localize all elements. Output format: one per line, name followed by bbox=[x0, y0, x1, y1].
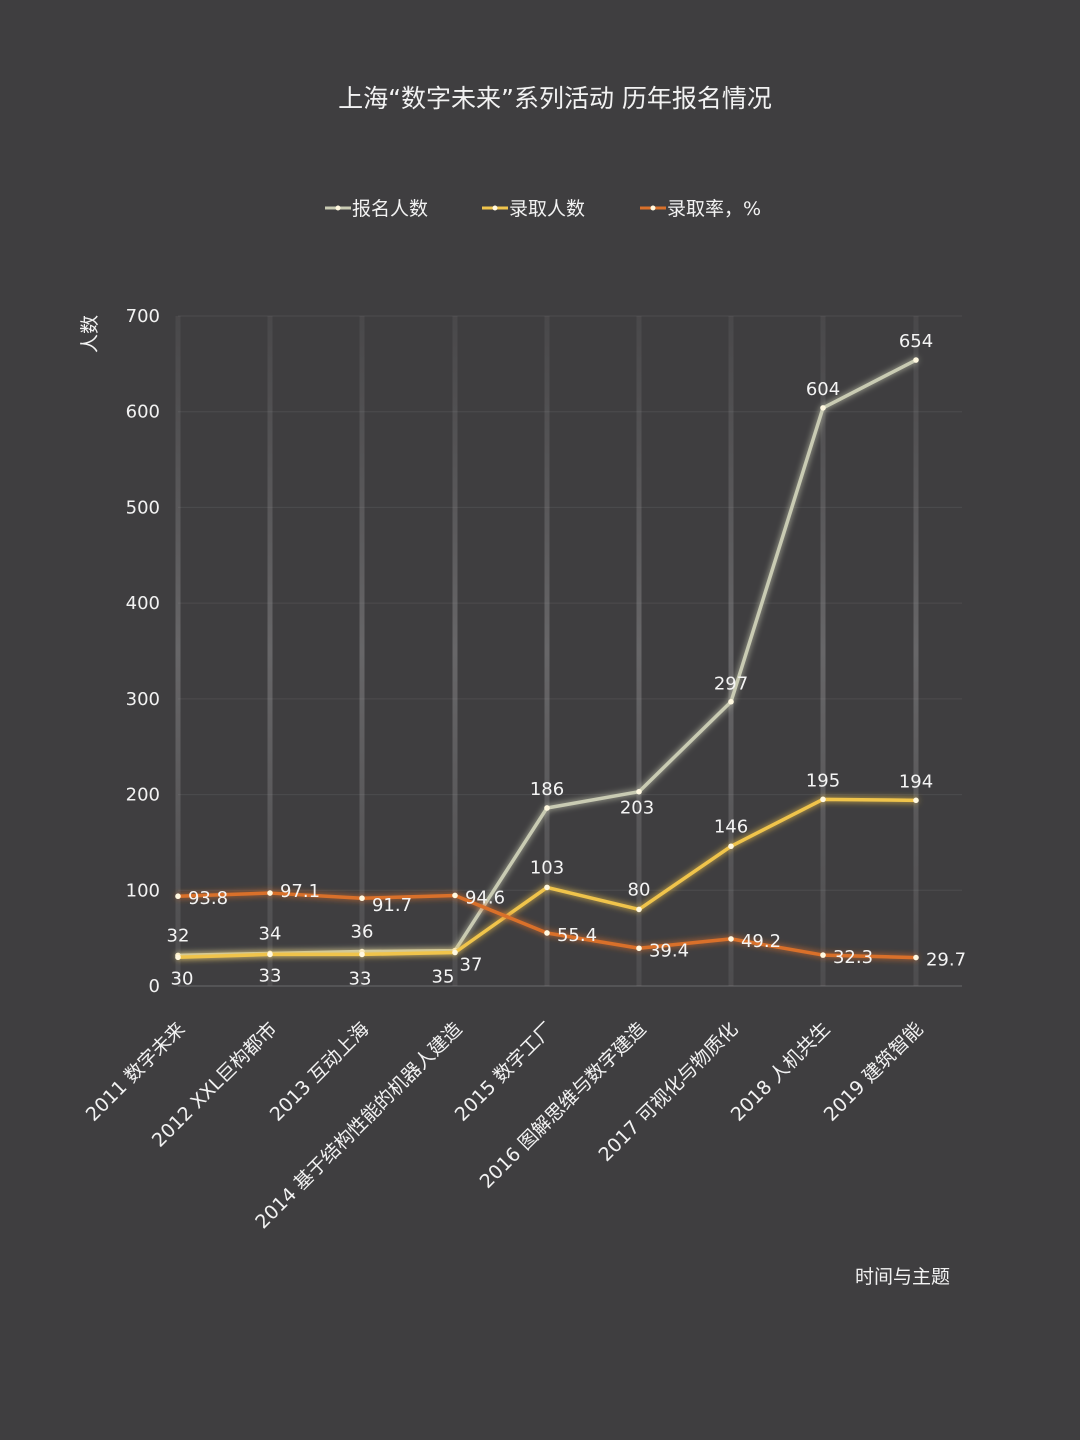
data-point bbox=[913, 954, 919, 961]
data-point bbox=[175, 893, 181, 900]
y-axis: 0 100 200 300 400 500 600 700 bbox=[126, 306, 160, 997]
legend-label-1: 录取人数 bbox=[509, 198, 585, 220]
data-point bbox=[820, 405, 826, 411]
data-label: 94.6 bbox=[465, 887, 505, 908]
data-point bbox=[359, 895, 365, 902]
legend-label-0: 报名人数 bbox=[352, 198, 428, 220]
data-label: 29.7 bbox=[926, 950, 966, 971]
x-tick-label: 2016 图解思维与数字建造 bbox=[476, 1018, 651, 1193]
data-point bbox=[267, 890, 273, 896]
data-label: 297 bbox=[714, 674, 748, 695]
legend-marker-2 bbox=[650, 205, 656, 211]
y-tick-label: 600 bbox=[126, 402, 160, 423]
data-point bbox=[267, 951, 273, 958]
legend-marker-0 bbox=[335, 205, 341, 211]
series-group bbox=[175, 357, 919, 961]
gridline-v bbox=[359, 316, 365, 986]
data-label: 55.4 bbox=[557, 925, 597, 946]
gridline-v bbox=[728, 316, 734, 986]
legend: 报名人数 录取人数 录取率，% bbox=[325, 198, 761, 220]
data-point bbox=[820, 952, 826, 958]
data-label: 654 bbox=[899, 331, 933, 352]
data-point bbox=[636, 788, 642, 795]
data-label: 194 bbox=[899, 771, 933, 792]
data-point bbox=[636, 945, 642, 952]
gridline-v bbox=[544, 316, 550, 986]
data-label: 32 bbox=[167, 925, 190, 946]
y-tick-label: 100 bbox=[126, 880, 160, 901]
gridline-v bbox=[175, 316, 181, 986]
x-tick-label: 2013 互动上海 bbox=[266, 1018, 374, 1126]
gridline-v bbox=[913, 316, 919, 986]
data-label: 34 bbox=[259, 923, 282, 944]
legend-marker-1 bbox=[492, 205, 498, 211]
y-tick-label: 0 bbox=[149, 976, 160, 997]
gridline-v bbox=[820, 316, 826, 986]
data-point bbox=[728, 843, 734, 850]
data-point bbox=[452, 949, 458, 956]
data-label: 604 bbox=[806, 379, 840, 400]
chart-title: 上海“数字未来”系列活动 历年报名情况 bbox=[338, 84, 772, 113]
gridline-v bbox=[267, 316, 273, 986]
x-tick-label: 2014 基于结构性能的机器人建造 bbox=[251, 1018, 466, 1233]
data-point bbox=[913, 797, 919, 804]
data-label: 80 bbox=[628, 879, 651, 900]
data-label: 39.4 bbox=[649, 940, 689, 961]
data-label: 195 bbox=[806, 770, 840, 791]
data-label: 32.3 bbox=[833, 947, 873, 968]
data-label: 35 bbox=[432, 967, 455, 988]
y-axis-title: 人数 bbox=[79, 315, 101, 353]
data-label: 93.8 bbox=[188, 888, 228, 909]
data-label: 97.1 bbox=[280, 881, 320, 902]
data-label: 91.7 bbox=[372, 895, 412, 916]
data-point bbox=[820, 796, 826, 803]
data-point bbox=[913, 357, 919, 363]
y-tick-label: 300 bbox=[126, 689, 160, 710]
data-label: 146 bbox=[714, 816, 748, 837]
data-label: 36 bbox=[351, 922, 374, 943]
x-tick-label: 2018 人机共生 bbox=[727, 1018, 835, 1126]
data-point bbox=[175, 954, 181, 961]
gridline-v bbox=[452, 316, 458, 986]
data-point bbox=[544, 884, 550, 891]
data-point bbox=[544, 930, 550, 936]
data-point bbox=[728, 936, 734, 942]
data-point bbox=[544, 805, 550, 811]
x-tick-label: 2019 建筑智能 bbox=[820, 1018, 928, 1126]
data-label: 103 bbox=[530, 857, 564, 878]
data-label: 33 bbox=[349, 968, 372, 989]
y-tick-label: 400 bbox=[126, 593, 160, 614]
y-tick-label: 700 bbox=[126, 306, 160, 327]
data-label: 203 bbox=[620, 798, 654, 819]
data-label: 37 bbox=[460, 955, 483, 976]
grid bbox=[175, 315, 962, 987]
y-tick-label: 200 bbox=[126, 785, 160, 806]
legend-label-2: 录取率，% bbox=[667, 198, 761, 220]
gridline-v bbox=[636, 316, 642, 986]
data-point bbox=[728, 698, 734, 705]
data-labels: 32 34 36 37 186 203 297 604 654 30 33 33 35 103 80 146 1… bbox=[167, 331, 966, 989]
data-point bbox=[359, 951, 365, 958]
x-axis-title: 时间与主题 bbox=[855, 1266, 950, 1288]
y-tick-label: 500 bbox=[126, 497, 160, 518]
data-label: 49.2 bbox=[741, 931, 781, 952]
data-point bbox=[452, 892, 458, 899]
data-label: 30 bbox=[171, 968, 194, 989]
data-label: 33 bbox=[259, 965, 282, 986]
data-label: 186 bbox=[530, 779, 564, 800]
data-point bbox=[636, 906, 642, 913]
